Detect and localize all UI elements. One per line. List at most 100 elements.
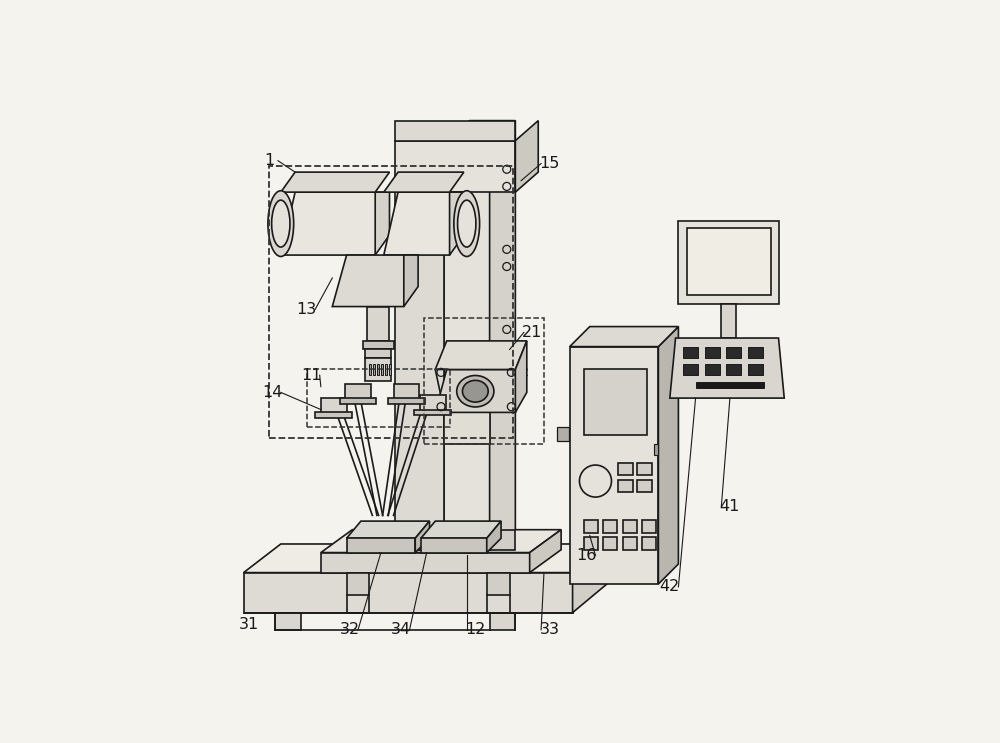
Polygon shape [395,120,515,140]
Polygon shape [281,192,389,255]
Ellipse shape [462,380,488,402]
Bar [642,520,656,533]
Polygon shape [530,530,561,573]
Bar [307,369,450,426]
Polygon shape [444,120,515,140]
Polygon shape [321,553,530,573]
Polygon shape [421,521,501,538]
Polygon shape [487,521,501,553]
Polygon shape [315,412,352,418]
Polygon shape [367,307,389,341]
Bar [748,346,763,358]
Ellipse shape [457,375,494,407]
Polygon shape [450,192,464,255]
Polygon shape [421,538,487,553]
Bar [603,537,617,550]
Polygon shape [389,364,391,375]
Text: 13: 13 [296,302,317,317]
Polygon shape [281,172,389,192]
Ellipse shape [454,191,480,256]
Polygon shape [347,521,430,538]
Polygon shape [420,395,446,412]
Bar [705,346,720,358]
Polygon shape [369,364,371,375]
Polygon shape [321,398,347,415]
Bar [637,463,652,476]
Polygon shape [388,398,425,404]
Polygon shape [415,521,430,553]
Polygon shape [414,409,451,415]
Polygon shape [435,341,527,369]
Bar [748,364,763,375]
Polygon shape [444,140,490,550]
Bar [623,537,637,550]
Polygon shape [515,120,538,192]
Bar [696,381,764,389]
Polygon shape [487,573,510,595]
Bar [726,364,741,375]
Text: 1: 1 [264,153,274,168]
Polygon shape [347,573,369,595]
Polygon shape [570,327,678,346]
Text: 15: 15 [539,156,560,171]
Bar [637,480,652,493]
Polygon shape [365,358,391,381]
Bar [424,318,544,444]
Polygon shape [244,544,607,573]
Bar [557,426,569,441]
Polygon shape [340,398,376,404]
Bar [654,444,658,455]
Polygon shape [658,327,678,584]
Polygon shape [395,140,515,192]
Polygon shape [375,192,389,255]
Polygon shape [244,573,573,613]
Bar [584,537,598,550]
Polygon shape [373,364,375,375]
Bar [584,520,598,533]
Text: 11: 11 [301,368,321,383]
Ellipse shape [272,200,290,247]
Polygon shape [275,613,301,630]
Text: 12: 12 [465,623,486,637]
Bar [726,346,741,358]
Polygon shape [384,192,464,255]
Bar [618,480,633,493]
Polygon shape [570,346,658,584]
Polygon shape [678,221,779,304]
Text: 21: 21 [522,325,543,340]
Text: 16: 16 [577,548,597,563]
Ellipse shape [458,200,476,247]
Polygon shape [721,304,736,338]
Bar [683,364,698,375]
Bar [683,346,698,358]
Polygon shape [490,120,515,550]
Polygon shape [394,384,419,401]
Bar [618,463,633,476]
Bar [603,520,617,533]
Polygon shape [573,544,607,613]
Polygon shape [365,349,391,358]
Polygon shape [395,530,515,550]
Polygon shape [385,364,387,375]
Polygon shape [435,369,527,412]
Polygon shape [687,227,771,295]
Bar [269,166,512,438]
Polygon shape [345,384,371,401]
Bar [584,369,647,435]
Polygon shape [395,192,444,550]
Text: 14: 14 [262,385,282,400]
Polygon shape [404,255,418,307]
Ellipse shape [268,191,294,256]
Polygon shape [670,338,784,398]
Text: 31: 31 [239,617,259,632]
Polygon shape [363,341,394,349]
Bar [705,364,720,375]
Polygon shape [321,530,561,553]
Text: 34: 34 [391,623,411,637]
Polygon shape [490,613,515,630]
Polygon shape [381,364,383,375]
Polygon shape [444,409,490,444]
Polygon shape [332,255,418,307]
Bar [642,537,656,550]
Text: 42: 42 [660,580,680,594]
